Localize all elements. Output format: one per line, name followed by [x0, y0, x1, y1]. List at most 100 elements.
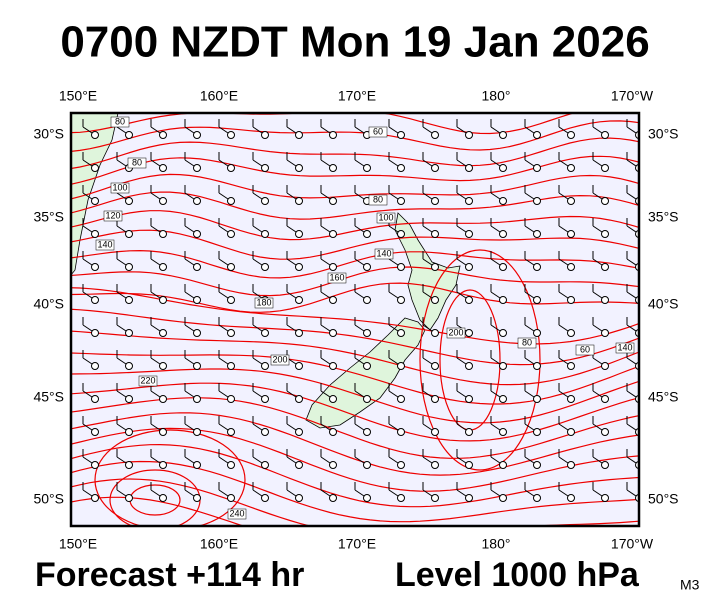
station	[465, 395, 473, 403]
lon-label: 150°E	[59, 88, 97, 104]
station	[431, 230, 439, 238]
station	[363, 263, 371, 271]
station	[125, 362, 133, 370]
station	[601, 329, 609, 337]
isobar	[71, 120, 639, 152]
station	[295, 230, 303, 238]
station	[261, 230, 269, 238]
station	[533, 329, 541, 337]
station	[227, 197, 235, 205]
station	[193, 131, 201, 139]
station	[261, 494, 269, 502]
station	[91, 230, 99, 238]
station	[125, 494, 133, 502]
contour-label: 200	[448, 327, 463, 337]
isobar	[71, 308, 639, 366]
station	[91, 428, 99, 436]
contour-label-box	[327, 272, 347, 284]
contour-label-box	[517, 337, 537, 349]
isobar	[71, 210, 639, 241]
station	[397, 461, 405, 469]
station	[533, 395, 541, 403]
station	[567, 131, 575, 139]
station	[533, 164, 541, 172]
station	[91, 329, 99, 337]
station	[465, 296, 473, 304]
station	[193, 230, 201, 238]
title: 0700 NZDT Mon 19 Jan 2026	[60, 18, 649, 67]
station	[295, 428, 303, 436]
station	[465, 494, 473, 502]
station	[567, 494, 575, 502]
station	[363, 362, 371, 370]
station	[431, 494, 439, 502]
contour-label-box	[138, 375, 158, 387]
station	[125, 197, 133, 205]
station	[499, 263, 507, 271]
lat-label: 35°S	[33, 209, 64, 225]
station	[465, 362, 473, 370]
station	[125, 131, 133, 139]
contour-label-box	[110, 116, 130, 128]
station	[431, 329, 439, 337]
station	[397, 428, 405, 436]
contour-labels: 80 80 100 120 140 60 80 100 140 160 180 200 220 240 20…	[95, 116, 635, 520]
lat-label: 40°S	[648, 296, 679, 312]
station	[193, 197, 201, 205]
station	[329, 494, 337, 502]
station	[499, 461, 507, 469]
station	[295, 329, 303, 337]
station	[159, 395, 167, 403]
station	[499, 494, 507, 502]
station	[431, 428, 439, 436]
station	[295, 263, 303, 271]
station	[261, 329, 269, 337]
station	[363, 428, 371, 436]
lon-label: 150°E	[59, 536, 97, 552]
station	[397, 263, 405, 271]
lon-label: 170°W	[611, 536, 654, 552]
forecast-label: Forecast +114 hr	[35, 556, 304, 594]
isobar	[71, 191, 639, 220]
lat-label: 30°S	[648, 126, 679, 142]
station	[329, 428, 337, 436]
contour-label: 60	[580, 344, 590, 354]
station	[329, 461, 337, 469]
station	[601, 230, 609, 238]
station	[533, 494, 541, 502]
station	[329, 329, 337, 337]
station	[499, 131, 507, 139]
station	[465, 131, 473, 139]
station	[159, 362, 167, 370]
station	[533, 428, 541, 436]
contour-label: 160	[329, 272, 344, 282]
station	[431, 296, 439, 304]
station	[397, 197, 405, 205]
station	[329, 197, 337, 205]
map-content	[71, 113, 639, 526]
station	[533, 263, 541, 271]
isobar	[71, 266, 639, 297]
station	[193, 164, 201, 172]
station	[397, 329, 405, 337]
contour-label: 80	[115, 116, 125, 126]
station	[227, 494, 235, 502]
contour-label-box	[575, 344, 595, 356]
isobar	[71, 382, 639, 442]
map-frame	[69, 111, 641, 528]
station	[295, 395, 303, 403]
contour-label-box	[254, 297, 274, 309]
station	[397, 230, 405, 238]
station	[193, 362, 201, 370]
station	[567, 164, 575, 172]
station	[193, 428, 201, 436]
contour-label: 140	[97, 239, 112, 249]
lat-label: 50°S	[33, 491, 64, 507]
lat-label: 45°S	[33, 389, 64, 405]
station	[397, 395, 405, 403]
station	[159, 197, 167, 205]
station	[329, 395, 337, 403]
station	[295, 494, 303, 502]
station	[295, 296, 303, 304]
station	[91, 362, 99, 370]
